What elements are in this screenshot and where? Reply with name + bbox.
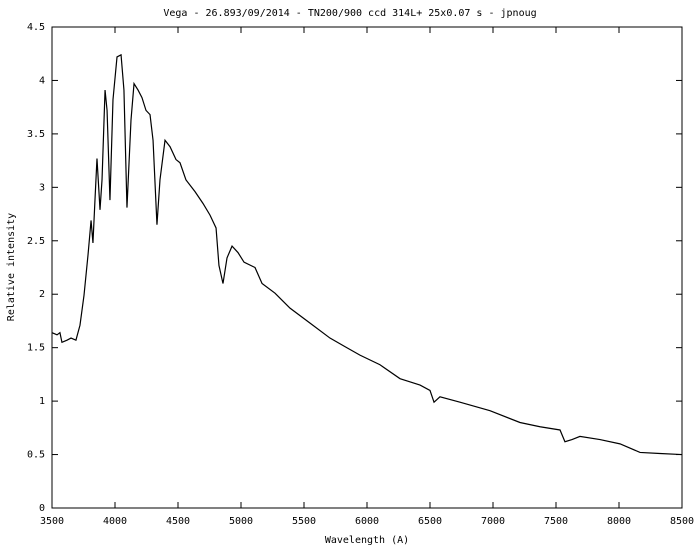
y-tick-label: 1.5 bbox=[27, 343, 45, 354]
x-tick-label: 4500 bbox=[166, 516, 190, 527]
y-tick-label: 2 bbox=[39, 289, 45, 300]
x-axis-label: Wavelength (A) bbox=[325, 535, 409, 546]
spectrum-line bbox=[51, 53, 683, 456]
x-tick-label: 4000 bbox=[103, 516, 127, 527]
y-tick-label: 2.5 bbox=[27, 236, 45, 247]
y-tick-label: 1 bbox=[39, 396, 45, 407]
x-tick-label: 5000 bbox=[229, 516, 253, 527]
x-tick-label: 8000 bbox=[607, 516, 631, 527]
y-axis-label: Relative intensity bbox=[6, 213, 17, 321]
y-tick-label: 4.5 bbox=[27, 22, 45, 33]
y-tick-label: 0.5 bbox=[27, 450, 45, 461]
chart-title: Vega - 26.893/09/2014 - TN200/900 ccd 31… bbox=[163, 8, 536, 19]
x-tick-label: 3500 bbox=[40, 516, 64, 527]
x-tick-label: 7000 bbox=[481, 516, 505, 527]
x-tick-label: 8500 bbox=[670, 516, 694, 527]
plot-frame bbox=[51, 26, 683, 509]
y-tick-label: 3.5 bbox=[27, 129, 45, 140]
x-tick-label: 6500 bbox=[418, 516, 442, 527]
y-tick-label: 4 bbox=[39, 75, 45, 86]
x-tick-label: 7500 bbox=[544, 516, 568, 527]
y-tick-label: 0 bbox=[39, 503, 45, 514]
y-tick-label: 3 bbox=[39, 182, 45, 193]
x-tick-label: 6000 bbox=[355, 516, 379, 527]
x-tick-label: 5500 bbox=[292, 516, 316, 527]
